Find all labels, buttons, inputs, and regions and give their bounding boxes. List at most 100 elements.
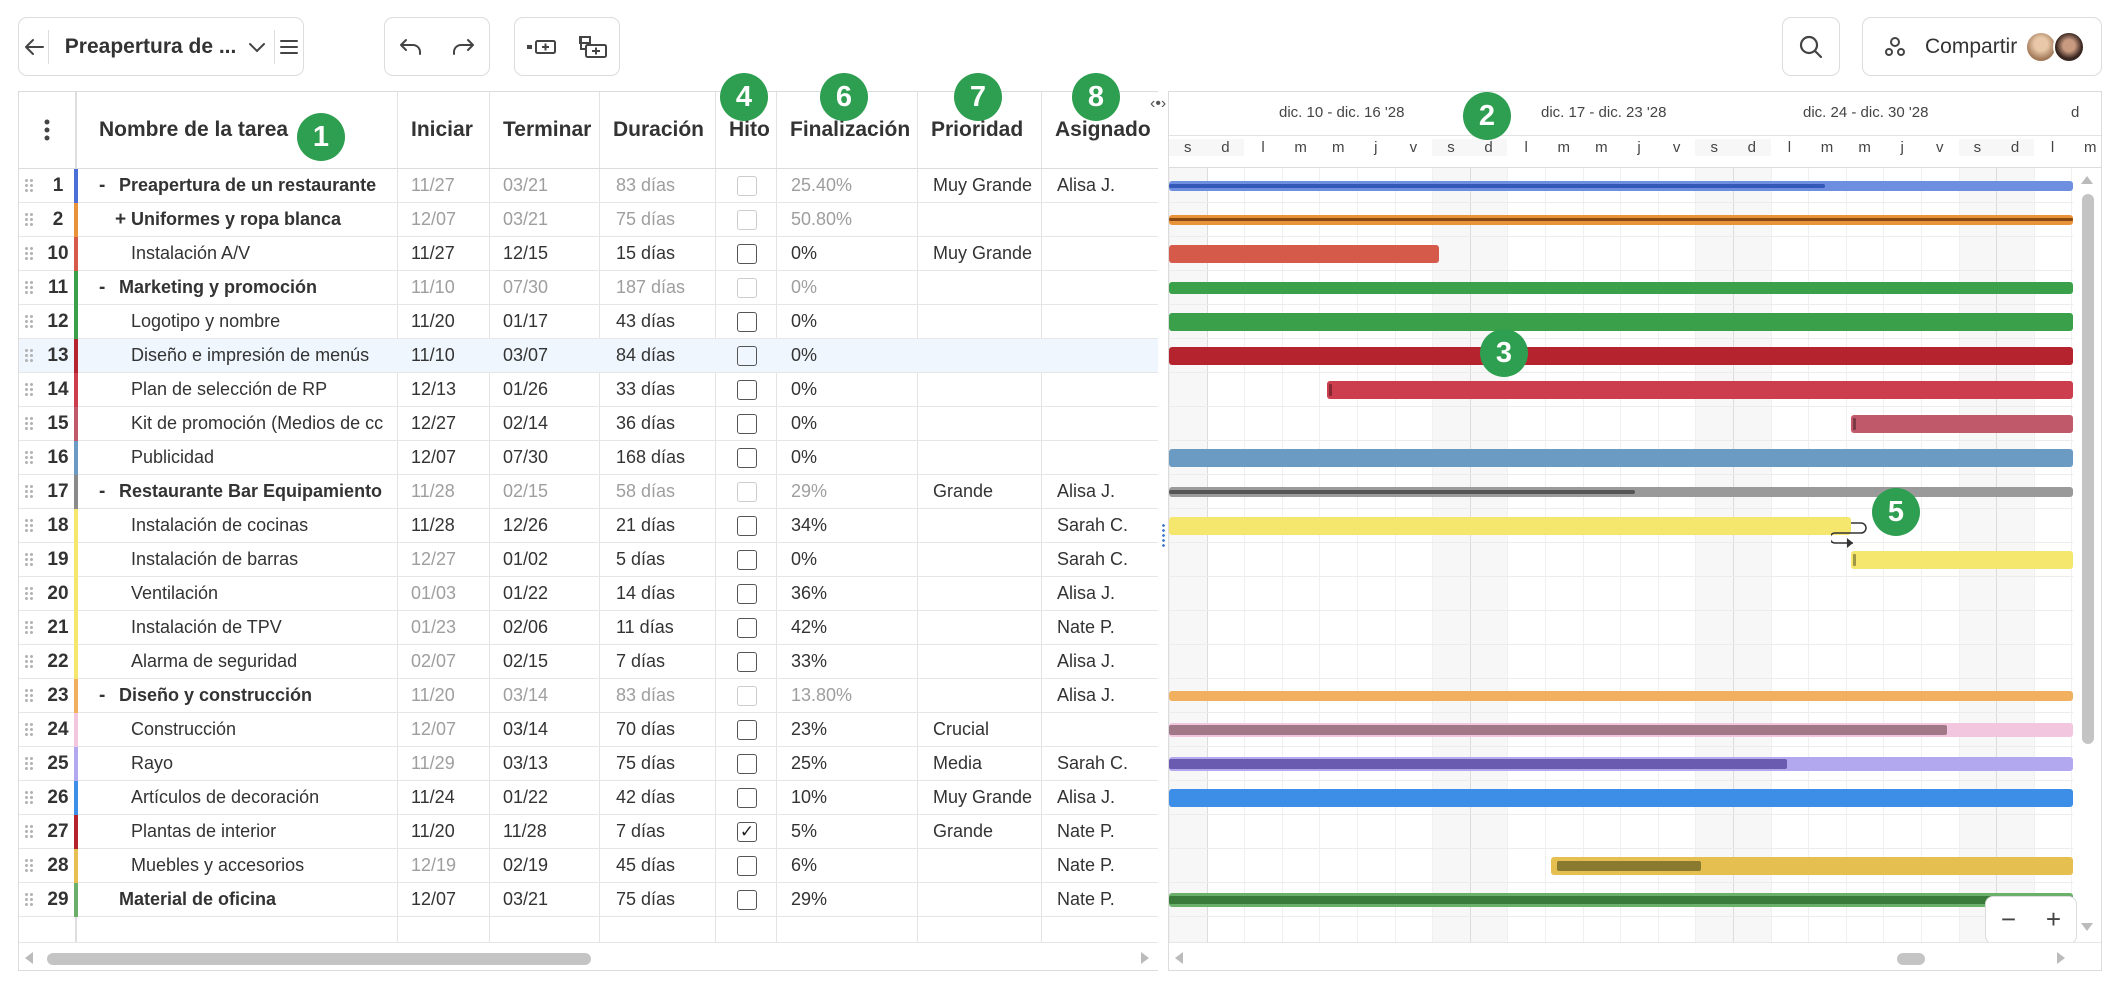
end-date[interactable]: 03/21: [503, 889, 549, 909]
end-date[interactable]: 07/30: [503, 277, 549, 297]
drag-handle-icon[interactable]: [24, 450, 34, 466]
priority[interactable]: [933, 679, 1037, 712]
collapse-pane-icon[interactable]: ‹•›: [1150, 95, 1167, 112]
drag-handle-icon[interactable]: [24, 620, 34, 636]
drag-handle-icon[interactable]: [24, 314, 34, 330]
assignee[interactable]: Alisa J.: [1057, 583, 1116, 603]
assignee[interactable]: Nate P.: [1057, 855, 1115, 875]
col-header-start[interactable]: Iniciar: [411, 118, 473, 141]
start-date[interactable]: 02/07: [411, 651, 457, 671]
scrollbar-thumb[interactable]: [47, 953, 591, 965]
table-row[interactable]: 2 + Uniformes y ropa blanca 12/07 03/21 75 dí…: [19, 203, 1158, 237]
end-date[interactable]: 03/21: [503, 209, 549, 229]
task-name[interactable]: Muebles y accesorios: [131, 855, 305, 875]
table-row[interactable]: 20 Ventilación 01/03 01/22 14 días 36% Alisa J…: [19, 577, 1158, 611]
assignee[interactable]: Nate P.: [1057, 617, 1115, 637]
task-bar[interactable]: [1169, 722, 2073, 737]
gantt-horizontal-scrollbar[interactable]: [1169, 942, 2101, 970]
milestone-checkbox[interactable]: [737, 312, 757, 332]
assignee[interactable]: Sarah C.: [1057, 753, 1129, 773]
priority[interactable]: Grande: [933, 481, 994, 501]
bar-resize-handle[interactable]: [1853, 553, 1856, 566]
bar-resize-handle[interactable]: [1853, 417, 1856, 430]
task-bar[interactable]: [1169, 892, 2073, 907]
drag-handle-icon[interactable]: [24, 756, 34, 772]
scrollbar-thumb[interactable]: [2082, 194, 2094, 744]
assignee[interactable]: Alisa J.: [1057, 481, 1116, 501]
collapse-toggle[interactable]: -: [99, 277, 106, 298]
start-date[interactable]: 11/28: [411, 481, 455, 501]
start-date[interactable]: 11/24: [411, 787, 455, 807]
col-header-assigned[interactable]: Asignado: [1055, 118, 1151, 141]
task-bar[interactable]: [1169, 690, 2073, 701]
drag-handle-icon[interactable]: [24, 722, 34, 738]
scroll-left-icon[interactable]: [1175, 952, 1183, 964]
collapse-toggle[interactable]: -: [99, 175, 106, 196]
start-date[interactable]: 11/28: [411, 515, 455, 535]
start-date[interactable]: 11/20: [411, 821, 455, 841]
end-date[interactable]: 03/21: [503, 175, 549, 195]
expand-toggle[interactable]: +: [115, 209, 127, 230]
end-date[interactable]: 03/14: [503, 685, 549, 705]
scroll-down-icon[interactable]: [2081, 923, 2093, 931]
priority[interactable]: [933, 883, 1037, 916]
drag-handle-icon[interactable]: [24, 518, 34, 534]
zoom-out-button[interactable]: −: [2000, 904, 2017, 934]
duration[interactable]: 43 días: [616, 311, 676, 331]
completion[interactable]: 50.80%: [791, 209, 853, 229]
start-date[interactable]: 11/10: [411, 345, 455, 365]
milestone-checkbox[interactable]: [737, 550, 757, 570]
duration[interactable]: 83 días: [616, 175, 676, 195]
drag-handle-icon[interactable]: [24, 246, 34, 262]
milestone-checkbox[interactable]: [737, 482, 757, 502]
end-date[interactable]: 03/07: [503, 345, 549, 365]
task-bar[interactable]: [1327, 380, 2073, 399]
task-name[interactable]: Diseño y construcción: [119, 685, 313, 705]
table-row[interactable]: 13 Diseño e impresión de menús 11/10 03/07 8…: [19, 339, 1158, 373]
completion[interactable]: 36%: [791, 583, 828, 603]
drag-handle-icon[interactable]: [24, 552, 34, 568]
milestone-checkbox[interactable]: [737, 346, 757, 366]
start-date[interactable]: 12/27: [411, 413, 457, 433]
milestone-checkbox[interactable]: ✓: [737, 822, 757, 842]
milestone-checkbox[interactable]: [737, 856, 757, 876]
search-button[interactable]: [1782, 17, 1840, 76]
table-row[interactable]: 29 Material de oficina 12/07 03/21 75 días 29…: [19, 883, 1158, 917]
priority[interactable]: Media: [933, 753, 983, 773]
task-bar[interactable]: [1169, 516, 1851, 535]
bar-resize-handle[interactable]: [1329, 383, 1332, 396]
priority[interactable]: [933, 849, 1037, 882]
task-name[interactable]: Alarma de seguridad: [131, 651, 298, 671]
assignee[interactable]: [1057, 237, 1157, 270]
priority[interactable]: [933, 441, 1037, 474]
assignee[interactable]: Alisa J.: [1057, 651, 1116, 671]
task-bar[interactable]: [1169, 486, 2073, 497]
task-name[interactable]: Ventilación: [131, 583, 219, 603]
scroll-right-icon[interactable]: [1141, 952, 1149, 964]
task-name[interactable]: Logotipo y nombre: [131, 311, 281, 331]
assignee[interactable]: Nate P.: [1057, 821, 1115, 841]
milestone-checkbox[interactable]: [737, 380, 757, 400]
assignee[interactable]: [1057, 339, 1157, 372]
task-bar[interactable]: [1169, 214, 2073, 225]
duration[interactable]: 70 días: [616, 719, 676, 739]
completion[interactable]: 5%: [791, 821, 818, 841]
undo-button[interactable]: [385, 18, 437, 75]
table-row[interactable]: 14 Plan de selección de RP 12/13 01/26 33 dí…: [19, 373, 1158, 407]
completion[interactable]: 10%: [791, 787, 828, 807]
completion[interactable]: 34%: [791, 515, 828, 535]
priority[interactable]: [933, 407, 1037, 440]
start-date[interactable]: 11/27: [411, 175, 455, 195]
duration[interactable]: 75 días: [616, 209, 676, 229]
task-name[interactable]: Construcción: [131, 719, 237, 739]
duration[interactable]: 14 días: [616, 583, 676, 603]
priority[interactable]: Grande: [933, 821, 994, 841]
milestone-checkbox[interactable]: [737, 448, 757, 468]
priority[interactable]: [933, 543, 1037, 576]
milestone-checkbox[interactable]: [737, 176, 757, 196]
drag-handle-icon[interactable]: [24, 212, 34, 228]
col-header-priority[interactable]: Prioridad: [931, 118, 1024, 141]
end-date[interactable]: 03/13: [503, 753, 549, 773]
table-row[interactable]: 28 Muebles y accesorios 12/19 02/19 45 días 6…: [19, 849, 1158, 883]
completion[interactable]: 42%: [791, 617, 828, 637]
